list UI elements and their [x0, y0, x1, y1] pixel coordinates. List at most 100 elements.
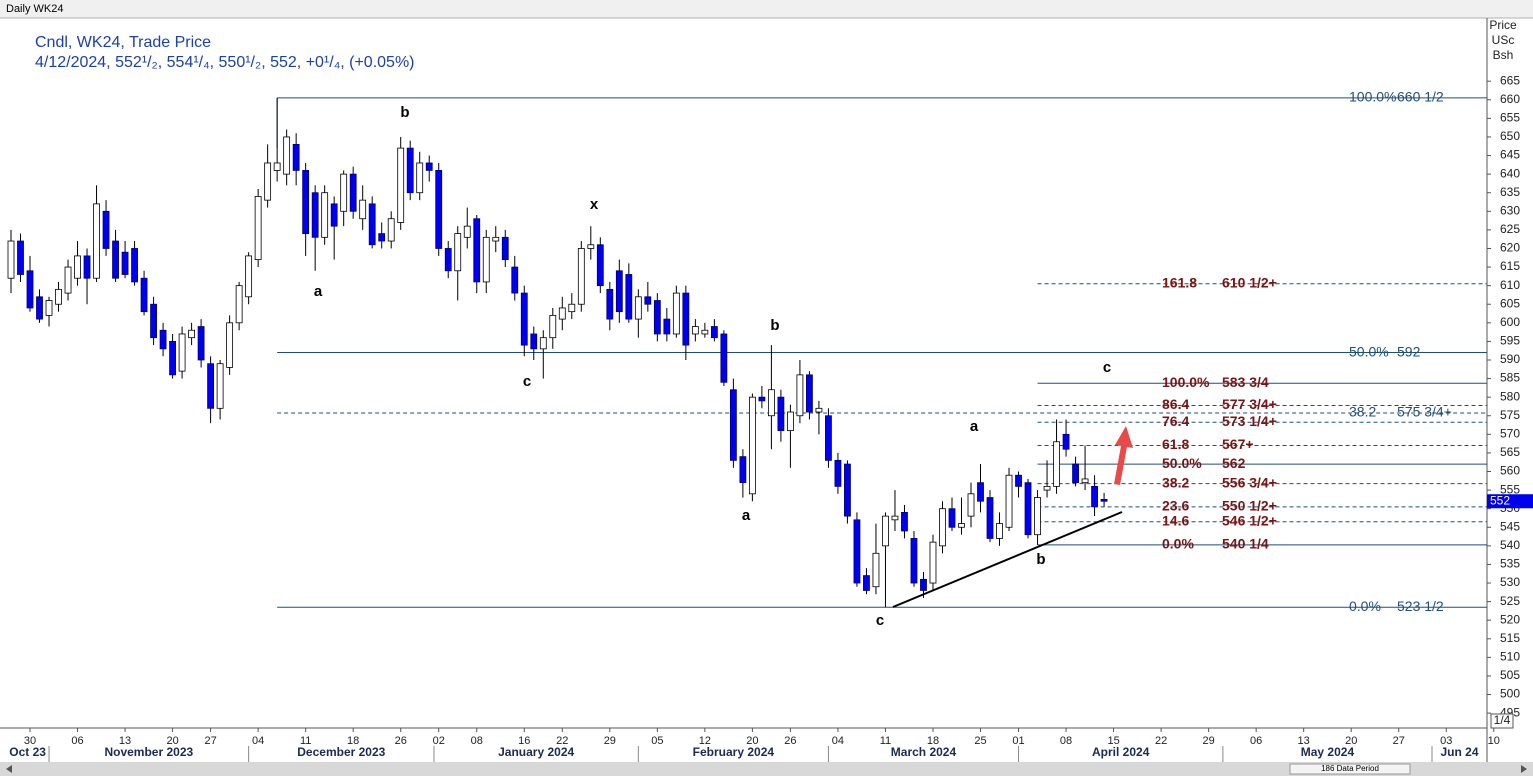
fib-pct-label: 14.6 — [1162, 512, 1189, 528]
candle-body — [1100, 498, 1108, 502]
scrollbar[interactable] — [0, 762, 1533, 776]
candle-body — [330, 203, 338, 227]
axis-layer: 4955005055105155205255305355405455505555… — [9, 73, 1533, 762]
y-tick-label: 615 — [1500, 259, 1520, 273]
y-tick-label: 605 — [1500, 296, 1520, 310]
candle-body — [188, 329, 195, 339]
wave-label: a — [314, 283, 323, 300]
x-tick-label: 06 — [1250, 735, 1262, 747]
candle-body — [996, 523, 1003, 539]
candle-body — [1005, 474, 1013, 528]
fib-price-label: 556 3/4+ — [1222, 474, 1277, 490]
fib-pct-label: 76.4 — [1162, 413, 1189, 429]
candle-body — [1072, 463, 1079, 484]
candle-body — [311, 192, 319, 238]
fib-price-label: 592 — [1397, 343, 1421, 359]
scroll-left[interactable] — [6, 765, 12, 773]
candle-body — [216, 363, 224, 409]
y-tick-label: 630 — [1500, 203, 1520, 217]
x-tick-label: 18 — [927, 735, 939, 747]
month-label: December 2023 — [297, 745, 385, 759]
fib-pct-label: 86.4 — [1162, 396, 1189, 412]
candle-body — [55, 288, 62, 305]
candle-body — [1091, 485, 1098, 508]
candle-body — [729, 389, 737, 461]
y-tick-label: 500 — [1500, 687, 1520, 701]
last-price-label: 552 — [1490, 493, 1510, 507]
y-tick-label: 595 — [1500, 334, 1520, 348]
candle-body — [321, 192, 329, 238]
y-tick-label: 610 — [1500, 278, 1520, 292]
candle-body — [891, 515, 899, 521]
candle-body — [131, 248, 138, 283]
candle-body — [615, 270, 623, 313]
candle-body — [1053, 441, 1060, 487]
candle-body — [539, 337, 547, 350]
x-tick-label: 05 — [651, 735, 663, 747]
month-label: March 2024 — [891, 745, 957, 759]
candle-body — [492, 236, 500, 242]
candle-body — [501, 236, 509, 261]
candle-body — [150, 303, 157, 339]
candle-body — [653, 300, 661, 335]
candle-body — [920, 578, 927, 591]
candle-body — [663, 318, 671, 335]
candle-body — [454, 233, 462, 272]
candle-body — [169, 341, 176, 376]
y-tick-label: 660 — [1500, 92, 1520, 106]
page-indicator-box[interactable] — [1490, 713, 1514, 729]
candle-body — [720, 333, 728, 383]
scroll-thumb[interactable] — [1289, 763, 1411, 775]
candle-body — [26, 270, 34, 309]
x-tick-label: 29 — [1203, 735, 1215, 747]
month-label: January 2024 — [498, 745, 574, 759]
candle-body — [264, 162, 272, 201]
wave-label: b — [770, 317, 779, 334]
y-tick-label: 645 — [1500, 148, 1520, 162]
candle-body — [815, 407, 823, 413]
x-tick-label: 04 — [252, 735, 264, 747]
scroll-label: 186 Data Period — [1321, 764, 1379, 773]
candle-body — [102, 210, 110, 249]
candle-body — [549, 314, 557, 339]
fib-pct-label: 100.0% — [1349, 89, 1396, 105]
candle-body — [197, 326, 205, 361]
candle-body — [425, 162, 433, 171]
y-tick-label: 515 — [1500, 631, 1520, 645]
candle-body — [758, 396, 766, 402]
candle-body — [359, 199, 367, 220]
candle-body — [245, 255, 253, 298]
candle-layer — [7, 97, 1108, 608]
candle-body — [748, 396, 756, 495]
y-tick-label: 520 — [1500, 612, 1520, 626]
candle-body — [634, 296, 642, 320]
candle-body — [140, 277, 148, 313]
fib-price-label: 610 1/2+ — [1222, 274, 1277, 290]
axis-header: Price — [1489, 18, 1517, 32]
x-tick-label: 06 — [71, 735, 83, 747]
fib-pct-label: 50.0% — [1162, 455, 1202, 471]
wave-label: c — [876, 612, 884, 629]
candle-body — [368, 203, 376, 246]
trend-line — [892, 511, 1123, 608]
candle-body — [273, 162, 281, 171]
x-tick-label: 20 — [1345, 735, 1357, 747]
wave-label: x — [590, 196, 599, 213]
candle-body — [178, 333, 186, 372]
x-tick-label: 18 — [347, 735, 359, 747]
page-indicator[interactable]: 1/4 — [1494, 713, 1511, 727]
candle-body — [853, 519, 861, 584]
candle-body — [796, 374, 804, 417]
candle-body — [644, 296, 652, 305]
fib-price-label: 523 1/2 — [1397, 598, 1444, 614]
wave-label: c — [523, 373, 531, 390]
fib-price-label: 573 1/4+ — [1222, 413, 1277, 429]
fib-price-label: 546 1/2+ — [1222, 512, 1277, 528]
x-tick-label: 01 — [1012, 735, 1024, 747]
y-tick-label: 580 — [1500, 389, 1520, 403]
wave-label: a — [970, 418, 979, 435]
scroll-right[interactable] — [1521, 765, 1527, 773]
y-tick-label: 545 — [1500, 519, 1520, 533]
y-tick-label: 640 — [1500, 166, 1520, 180]
